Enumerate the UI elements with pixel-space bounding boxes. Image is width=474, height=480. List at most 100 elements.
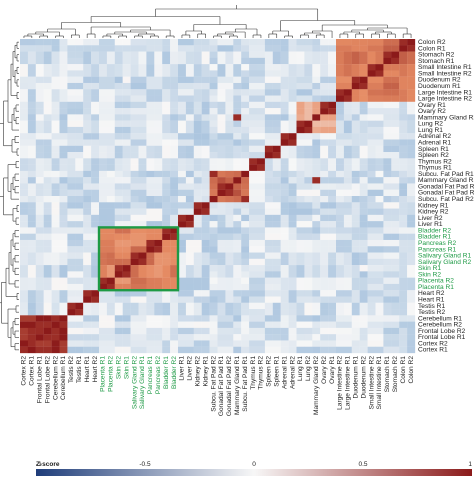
heatmap-cell [99,76,108,84]
heatmap-cell [27,126,36,134]
heatmap-cell [391,321,400,329]
heatmap-cell [91,164,100,172]
heatmap-cell [59,133,68,140]
heatmap-cell [91,346,100,354]
heatmap-cell [399,158,408,165]
heatmap-cell [106,152,115,159]
heatmap-cell [154,265,163,272]
heatmap-cell [67,202,76,209]
heatmap-cell [391,233,400,241]
heatmap-cell [304,126,313,134]
heatmap-cell [170,246,179,253]
heatmap-cell [178,252,187,259]
heatmap-cell [328,302,337,310]
heatmap-cell [114,258,123,266]
heatmap-cell [35,139,44,146]
heatmap-cell [312,51,321,58]
heatmap-cell [138,82,147,90]
heatmap-cell [122,202,131,209]
heatmap-cell [75,296,84,303]
heatmap-cell [185,139,194,146]
heatmap-cell [154,189,163,197]
heatmap-cell [233,76,242,84]
heatmap-cell [233,239,242,247]
heatmap-cell [336,271,345,278]
heatmap-cell [51,145,60,153]
heatmap-cell [75,57,84,65]
heatmap-cell [375,183,384,190]
heatmap-cell [367,196,376,203]
heatmap-cell [43,252,52,259]
heatmap-cell [162,290,171,297]
heatmap-cell [170,202,179,209]
heatmap-cell [367,170,376,178]
heatmap-cell [336,327,345,335]
heatmap-cell [320,302,329,310]
heatmap-cell [225,89,234,96]
heatmap-cell [241,233,250,241]
heatmap-cell [233,346,242,354]
column-label: Salivary Gland R1 [139,356,146,409]
heatmap-cell [83,277,92,285]
heatmap-cell [296,302,305,310]
heatmap-cell [233,39,242,46]
heatmap-cell [27,290,36,297]
heatmap-cell [91,51,100,58]
heatmap-cell [35,258,44,266]
heatmap-cell [296,239,305,247]
heatmap-cell [233,64,242,71]
heatmap-cell [122,139,131,146]
heatmap-cell [91,152,100,159]
heatmap-cell [75,202,84,209]
heatmap-cell [178,202,187,209]
heatmap-cell [209,327,218,335]
heatmap-cell [91,277,100,285]
heatmap-cell [296,252,305,259]
heatmap-cell [241,321,250,329]
heatmap-cell [43,57,52,65]
heatmap-cell [201,227,210,234]
heatmap-cell [51,126,60,134]
heatmap-cell [209,202,218,209]
heatmap-cell [288,340,297,347]
heatmap-cell [20,145,29,153]
heatmap-cell [264,239,273,247]
heatmap-cell [209,70,218,77]
heatmap-cell [225,108,234,115]
heatmap-cell [43,189,52,197]
heatmap-cell [304,170,313,178]
heatmap-cell [193,101,202,109]
heatmap-cell [43,340,52,347]
heatmap-cell [146,296,155,303]
heatmap-cell [193,296,202,303]
heatmap-cell [122,309,131,316]
heatmap-cell [328,321,337,329]
heatmap-cell [114,145,123,153]
heatmap-cell [35,183,44,190]
heatmap-cell [367,64,376,71]
heatmap-cell [170,82,179,90]
heatmap-cell [162,126,171,134]
heatmap-cell [114,126,123,134]
heatmap-cell [351,189,360,197]
heatmap-cell [217,158,226,165]
heatmap-cell [383,271,392,278]
heatmap-cell [43,246,52,253]
heatmap-cell [312,208,321,215]
heatmap-cell [351,340,360,347]
heatmap-cell [359,340,368,347]
heatmap-cell [312,76,321,84]
heatmap-cell [280,82,289,90]
heatmap-cell [383,202,392,209]
heatmap-cell [296,51,305,58]
heatmap-cell [375,108,384,115]
heatmap-cell [185,39,194,46]
heatmap-cell [312,139,321,146]
heatmap-cell [399,239,408,247]
heatmap-cell [83,152,92,159]
heatmap-cell [241,177,250,184]
row-label: Small Intestine R1 [418,64,472,71]
heatmap-cell [367,177,376,184]
heatmap-cell [217,208,226,215]
heatmap-cell [225,126,234,134]
